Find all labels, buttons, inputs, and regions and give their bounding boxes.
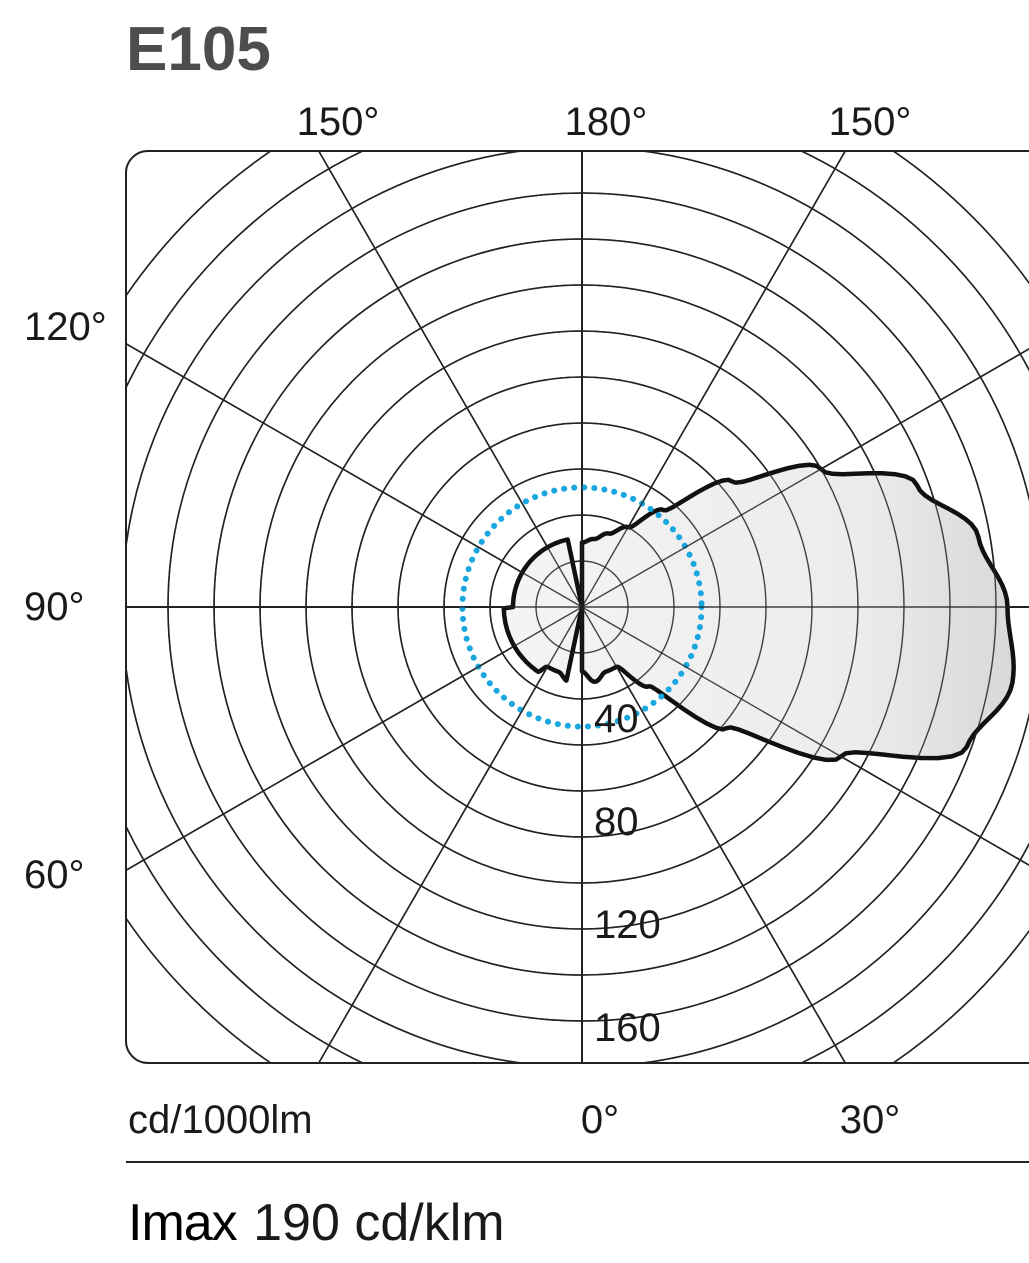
unit-label: cd/1000lm	[128, 1098, 313, 1142]
radial-tick-labels: 40 80 120 160	[594, 697, 661, 1050]
radial-tick-label: 40	[594, 697, 639, 741]
angle-label-top-center: 180°	[565, 100, 648, 144]
series-0-distribution-curve	[501, 462, 1016, 763]
radial-tick-label: 80	[594, 800, 639, 844]
angle-label-left-middle: 90°	[24, 585, 85, 629]
imax-line: Imax 190 cd/klm	[128, 1194, 505, 1252]
imax-key: Imax	[128, 1194, 238, 1252]
angle-label-left-bottom: 60°	[24, 853, 85, 897]
angle-label-bottom-center: 0°	[581, 1098, 619, 1142]
angle-label-left-top: 120°	[24, 305, 107, 349]
chart-title: E105	[126, 15, 271, 84]
radial-tick-label: 120	[594, 903, 661, 947]
imax-value: 190 cd/klm	[253, 1194, 504, 1252]
angle-label-top-left: 150°	[297, 100, 380, 144]
grid-spoke-overlay	[231, 151, 933, 1063]
radial-tick-label: 160	[594, 1006, 661, 1050]
angle-label-top-right: 150°	[829, 100, 912, 144]
angle-label-bottom-right: 30°	[840, 1098, 901, 1142]
